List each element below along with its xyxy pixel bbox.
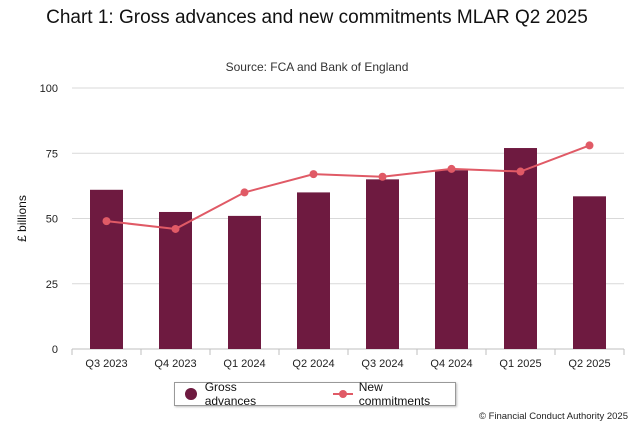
legend: Gross advances New commitments — [174, 380, 456, 408]
bar-7 — [504, 148, 537, 349]
legend-item-new-commitments[interactable]: New commitments — [333, 380, 455, 408]
x-tick-label-8: Q2 2025 — [568, 358, 610, 370]
point-3 — [240, 188, 249, 197]
chart-area: 0 25 50 75 100 £ billions Q3 2023 Q4 2023 Q1 202… — [15, 83, 625, 370]
copyright-footer: © Financial Conduct Authority 2025 — [478, 411, 628, 422]
bar-3 — [228, 215, 261, 349]
bar-4 — [297, 192, 330, 349]
x-tick-label-3: Q1 2024 — [223, 358, 265, 370]
legend-swatch-new-commitments — [333, 388, 354, 400]
chart-title: Chart 1: Gross advances and new commitme… — [46, 7, 588, 28]
y-tick-label-75: 75 — [46, 148, 58, 160]
x-tick-label-2: Q4 2023 — [154, 358, 196, 370]
point-5 — [378, 172, 387, 181]
point-6 — [447, 164, 456, 173]
point-7 — [516, 167, 525, 176]
legend-item-gross-advances[interactable]: Gross advances — [185, 380, 289, 408]
legend-label-gross-advances: Gross advances — [204, 380, 257, 408]
y-tick-label-25: 25 — [46, 279, 58, 291]
bar-5 — [366, 179, 399, 349]
bar-1 — [90, 189, 123, 349]
bar-2 — [159, 211, 192, 349]
y-axis-label: £ billions — [15, 195, 29, 242]
legend-swatch-gross-advances — [185, 388, 197, 400]
x-tick-label-1: Q3 2023 — [85, 358, 127, 370]
x-tick-label-5: Q3 2024 — [361, 358, 403, 370]
y-tick-label-0: 0 — [52, 344, 58, 356]
y-tick-label-50: 50 — [46, 214, 58, 226]
legend-label-new-commitments: New commitments — [358, 380, 431, 408]
x-tick-label-6: Q4 2024 — [430, 358, 472, 370]
x-tick-label-4: Q2 2024 — [292, 358, 334, 370]
point-8 — [585, 141, 594, 150]
point-1 — [102, 217, 111, 226]
chart-subtitle: Source: FCA and Bank of England — [225, 60, 409, 74]
bar-8 — [573, 196, 606, 349]
point-2 — [171, 224, 180, 233]
line-new-commitments — [106, 144, 590, 230]
point-4 — [309, 170, 318, 179]
y-tick-label-100: 100 — [40, 83, 58, 95]
x-tick-label-7: Q1 2025 — [499, 358, 541, 370]
bar-6 — [435, 170, 468, 349]
